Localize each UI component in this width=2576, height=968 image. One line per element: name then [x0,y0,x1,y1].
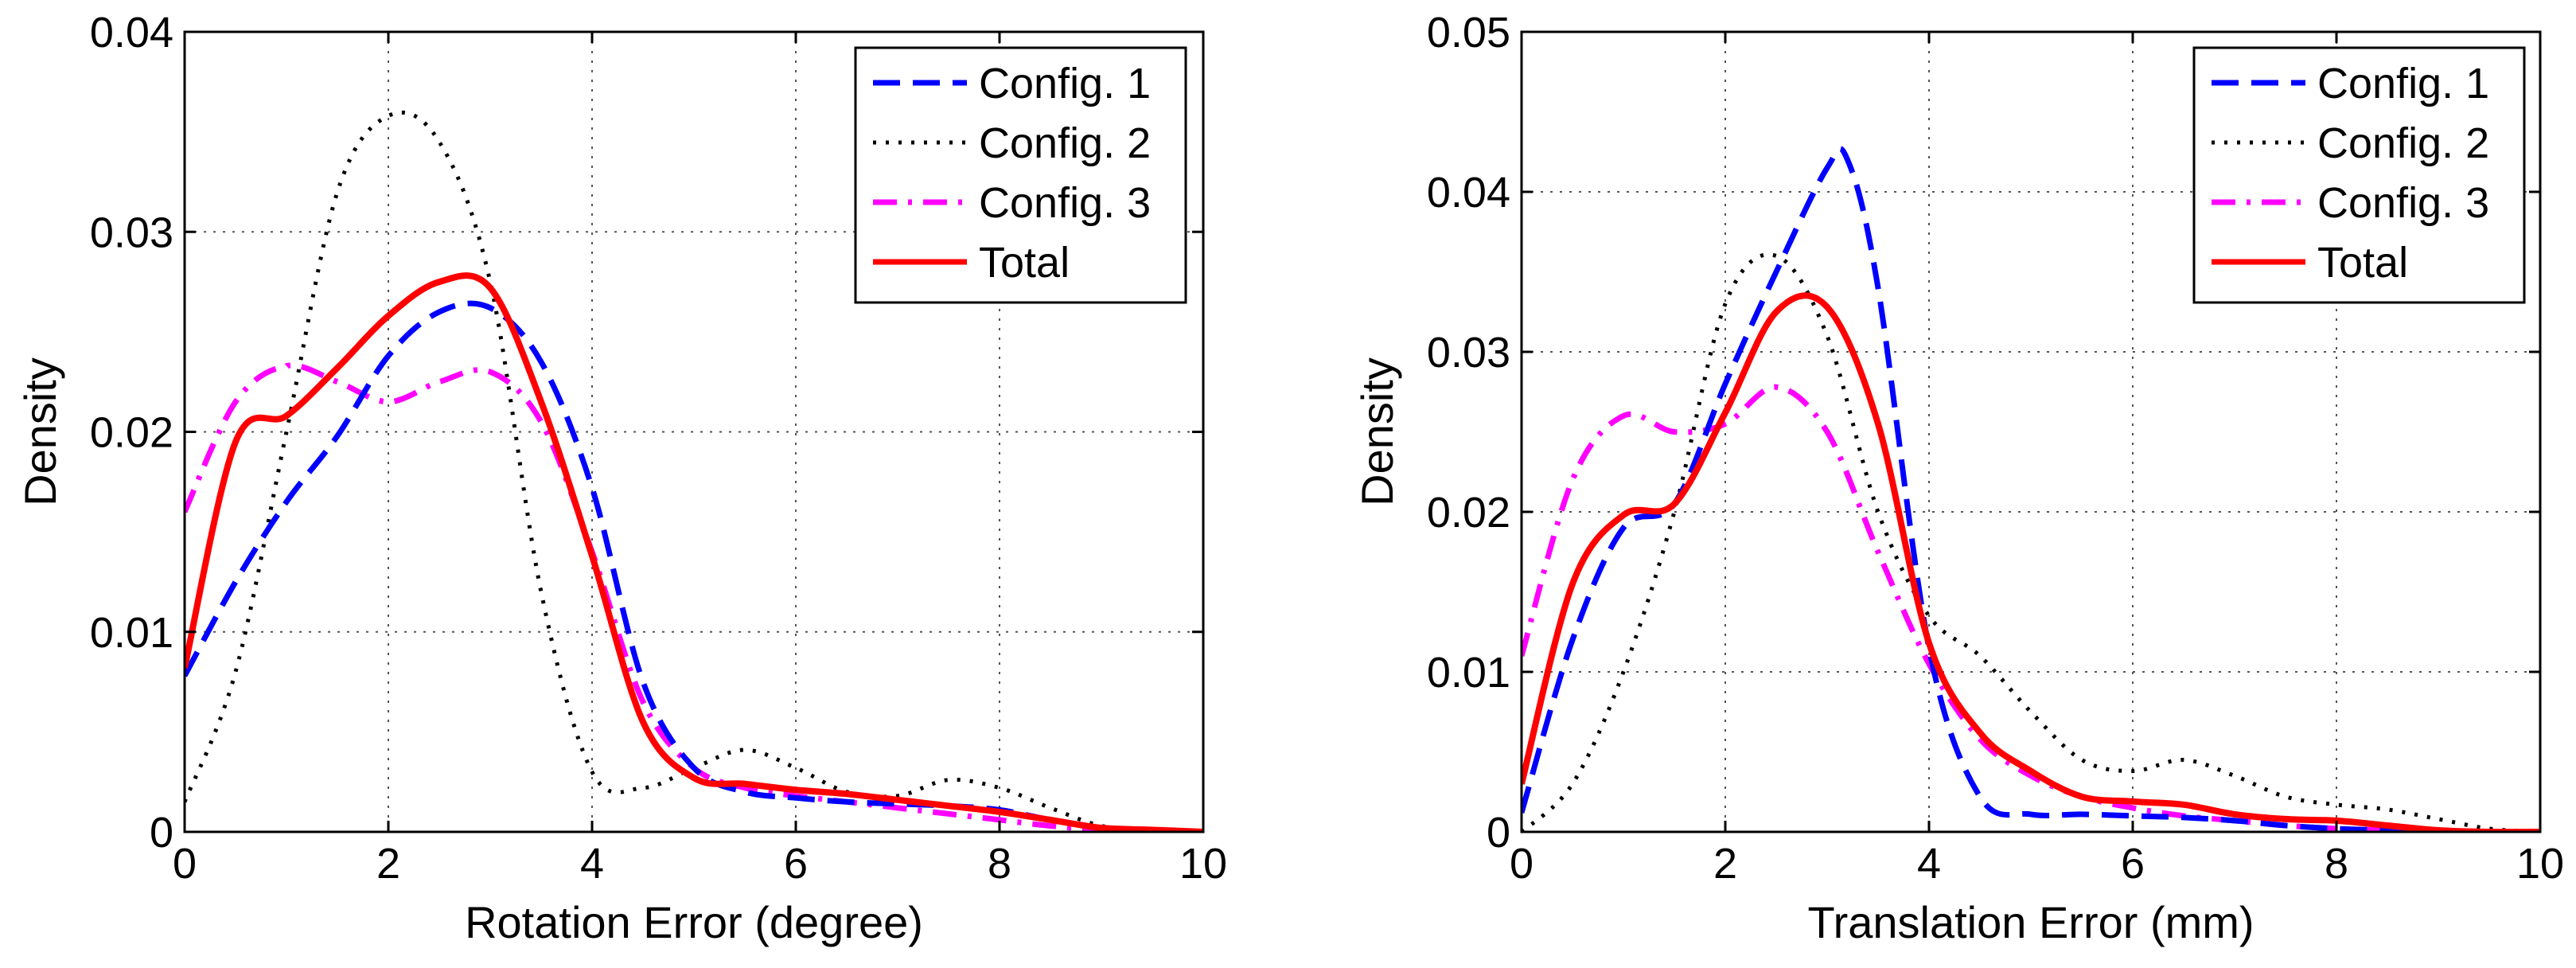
legend: Config. 1 Config. 2 Config. 3 Total [2192,46,2526,304]
series-group [1522,146,2540,832]
legend-label: Config. 3 [2317,179,2489,227]
x-tick-label: 8 [988,840,1011,888]
legend: Config. 1 Config. 2 Config. 3 Total [854,46,1187,304]
legend-label: Config. 2 [979,119,1151,167]
y-tick-label: 0 [150,809,173,857]
y-tick-label: 0 [1487,809,1510,857]
series-line-total [185,272,1203,832]
legend-label: Total [979,239,1070,287]
rotation-error-chart: 0 2 4 6 8 10 0 0.01 0.02 0.03 0.04 Rotation Error (… [15,9,1227,947]
x-tick-label: 4 [580,840,604,888]
x-tick-label: 2 [1713,840,1737,888]
x-axis-label: Translation Error (mm) [1807,897,2254,947]
y-tick-label: 0.04 [90,9,173,57]
series-line-total [1522,292,2540,832]
y-tick-label: 0.02 [90,409,173,457]
axes-box [1520,30,2542,833]
legend-label: Config. 1 [2317,60,2489,107]
series-group [185,110,1203,832]
y-tick-label: 0.01 [90,609,173,657]
x-tick-label: 4 [1917,840,1941,888]
series-line-config-2 [185,110,1203,832]
legend-label: Total [2317,239,2408,287]
x-tick-label: 8 [2325,840,2348,888]
y-tick-label: 0.01 [1427,649,1510,697]
y-tick-label: 0.04 [1427,169,1510,217]
series-line-config-2 [1522,252,2540,832]
x-axis-label: Rotation Error (degree) [465,897,923,947]
x-tick-label: 0 [173,840,197,888]
x-tick-label: 10 [1179,840,1227,888]
y-axis-label: Density [15,357,65,506]
series-line-config-3 [1522,384,2540,832]
translation-error-chart: 0 2 4 6 8 10 0 0.01 0.02 0.03 0.04 0.05 Translation … [1352,9,2564,947]
x-tick-label: 6 [784,840,808,888]
legend-label: Config. 1 [979,60,1151,107]
y-tick-label: 0.02 [1427,489,1510,537]
y-tick-label: 0.05 [1427,9,1510,57]
y-axis-label: Density [1352,357,1402,506]
legend-label: Config. 3 [979,179,1151,227]
y-tick-label: 0.03 [90,209,173,256]
legend-label: Config. 2 [2317,119,2489,167]
x-tick-label: 10 [2516,840,2564,888]
y-tick-label: 0.03 [1427,329,1510,377]
x-tick-label: 6 [2121,840,2145,888]
x-tick-label: 2 [376,840,400,888]
series-line-config-1 [185,300,1203,832]
x-tick-label: 0 [1510,840,1534,888]
